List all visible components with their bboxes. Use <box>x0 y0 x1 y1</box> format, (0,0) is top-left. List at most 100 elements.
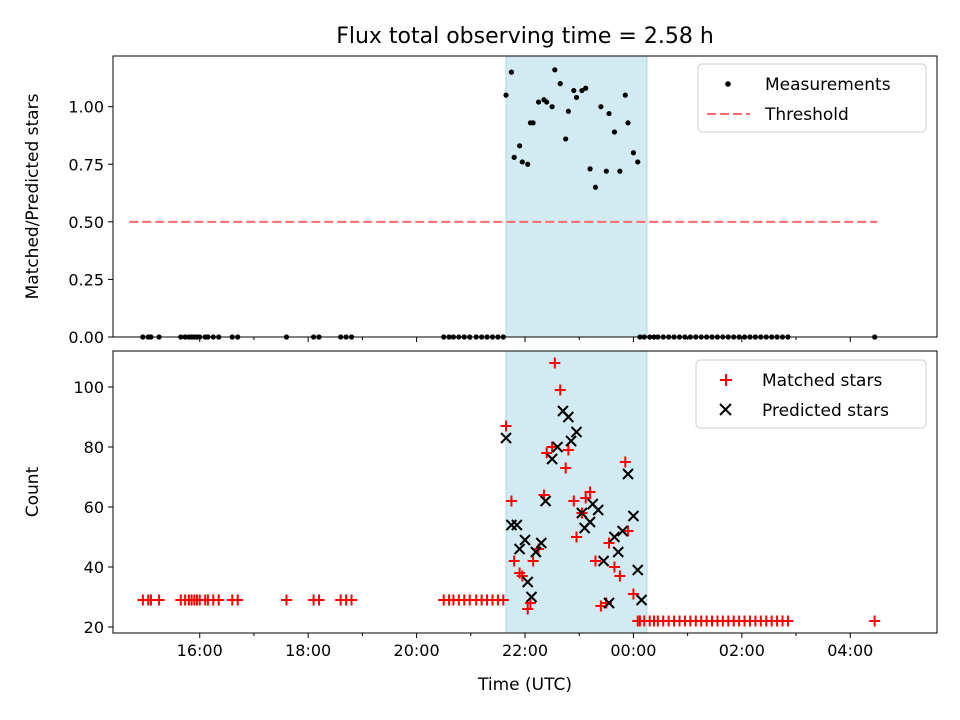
measurement-point <box>611 129 618 135</box>
predicted-point <box>539 495 552 507</box>
matched-point <box>232 594 244 606</box>
matched-point <box>580 492 592 504</box>
measurement-point <box>525 161 531 167</box>
matched-point <box>562 444 574 456</box>
measurement-point <box>583 85 589 91</box>
matched-point <box>608 561 620 573</box>
predicted-point <box>576 507 588 519</box>
measurement-point <box>606 110 612 117</box>
predicted-point <box>519 534 531 546</box>
predicted-point <box>551 441 564 453</box>
series-predicted-stars <box>500 405 648 609</box>
predicted-point <box>565 435 577 447</box>
measurement-point <box>516 143 523 149</box>
legend-threshold-label: Threshold <box>764 105 849 125</box>
matched-point <box>869 615 881 627</box>
legend-top-frame <box>697 63 927 133</box>
matched-point <box>516 570 528 582</box>
matched-point <box>213 594 225 606</box>
measurement-point <box>565 108 571 114</box>
predicted-point <box>584 516 596 528</box>
matched-point <box>622 525 634 537</box>
matched-point <box>614 570 626 582</box>
matched-point <box>497 594 509 606</box>
measurement-point <box>622 92 628 98</box>
legend-predicted-label: Predicted stars <box>762 401 889 421</box>
y-tick-label: 20 <box>84 618 104 637</box>
chart-title: Flux total observing time = 2.58 h <box>336 24 714 49</box>
predicted-point <box>616 525 629 537</box>
shaded-span-panel-2 <box>505 350 648 634</box>
predicted-point <box>525 591 538 603</box>
matched-point <box>522 603 534 615</box>
matched-point <box>554 384 566 396</box>
matched-point <box>346 594 358 606</box>
y-axis-label: Matched/Predicted stars <box>23 93 43 299</box>
matched-point <box>560 462 572 474</box>
legend-predicted-marker <box>719 403 732 416</box>
predicted-point <box>627 510 640 522</box>
matched-point <box>568 495 580 507</box>
measurement-point <box>603 168 609 174</box>
predicted-point <box>603 597 615 609</box>
measurement-point <box>503 92 509 98</box>
predicted-point <box>635 594 648 606</box>
matched-point <box>280 594 292 606</box>
predicted-point <box>546 453 558 465</box>
predicted-point <box>535 537 547 549</box>
shaded-span-panel-1 <box>505 55 648 338</box>
measurement-point <box>635 159 641 165</box>
measurement-point <box>508 69 515 75</box>
legend-measurements-marker <box>725 81 731 87</box>
x-tick-label: 04:00 <box>827 641 873 660</box>
measurement-point <box>535 99 542 105</box>
predicted-point <box>570 426 583 438</box>
predicted-point <box>562 411 575 423</box>
matched-point <box>500 420 512 432</box>
matched-point <box>549 357 561 369</box>
legend-matched-marker <box>720 374 732 386</box>
y-tick-label: 100 <box>73 378 104 397</box>
measurement-point <box>592 184 599 190</box>
y-axis-label: Count <box>23 466 43 517</box>
predicted-point <box>522 576 534 588</box>
measurement-point <box>571 87 577 94</box>
legend-bottom: Matched stars Predicted stars <box>695 359 927 429</box>
predicted-point <box>592 504 604 516</box>
y-tick-label: 0.50 <box>68 213 104 232</box>
matched-point <box>589 555 601 567</box>
predicted-point <box>612 546 624 558</box>
measurement-point <box>630 150 637 156</box>
measurement-point <box>598 104 604 110</box>
x-tick-label: 16:00 <box>177 641 223 660</box>
measurement-point <box>579 87 585 94</box>
matched-point <box>313 594 325 606</box>
series-matched-stars <box>137 357 881 627</box>
x-tick-label: 02:00 <box>719 641 765 660</box>
x-tick-label: 18:00 <box>285 641 331 660</box>
predicted-point <box>500 432 512 444</box>
measurement-point <box>511 154 517 160</box>
predicted-point <box>608 531 621 543</box>
matched-point <box>527 555 539 567</box>
matched-point <box>541 447 553 459</box>
y-tick-label: 60 <box>84 498 104 517</box>
y-tick-label: 80 <box>84 438 104 457</box>
predicted-point <box>530 546 542 558</box>
matched-point <box>619 456 631 468</box>
matched-point <box>627 588 639 600</box>
legend-top: Measurements Threshold <box>697 63 927 133</box>
measurement-point <box>557 81 563 87</box>
measurement-point <box>530 120 536 126</box>
x-tick-label: 22:00 <box>502 641 548 660</box>
matched-point <box>584 486 596 498</box>
measurement-point <box>563 136 569 142</box>
measurement-point <box>544 99 550 105</box>
y-tick-label: 0.75 <box>68 155 104 174</box>
predicted-point <box>632 564 644 576</box>
measurement-point <box>617 168 623 174</box>
legend-measurements-label: Measurements <box>765 75 891 95</box>
measurement-point <box>519 159 525 165</box>
y-tick-label: 1.00 <box>68 98 104 117</box>
